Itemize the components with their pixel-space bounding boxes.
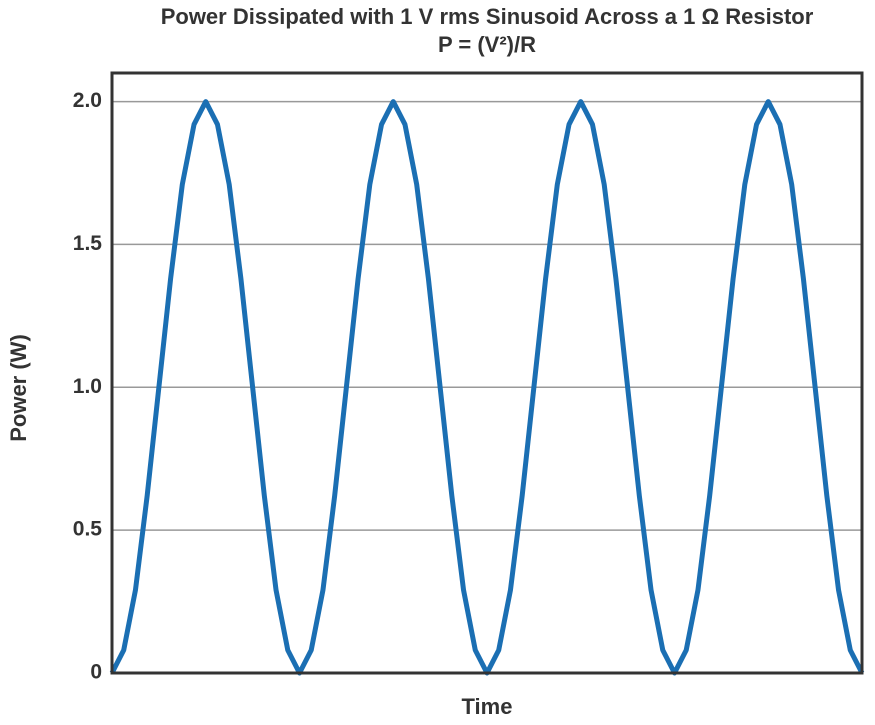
x-axis-label: Time	[462, 694, 513, 719]
plot-frame	[110, 71, 864, 675]
y-tick-label: 0.5	[73, 518, 103, 541]
y-tick-label: 1.5	[73, 232, 103, 255]
chart-subtitle: P = (V²)/R	[438, 32, 536, 57]
y-tick-label: 2.0	[73, 89, 102, 112]
chart-title: Power Dissipated with 1 V rms Sinusoid A…	[161, 4, 814, 29]
y-tick-label: 0	[90, 661, 102, 684]
y-axis-label: Power (W)	[6, 334, 31, 442]
y-tick-label: 1.0	[73, 375, 102, 398]
